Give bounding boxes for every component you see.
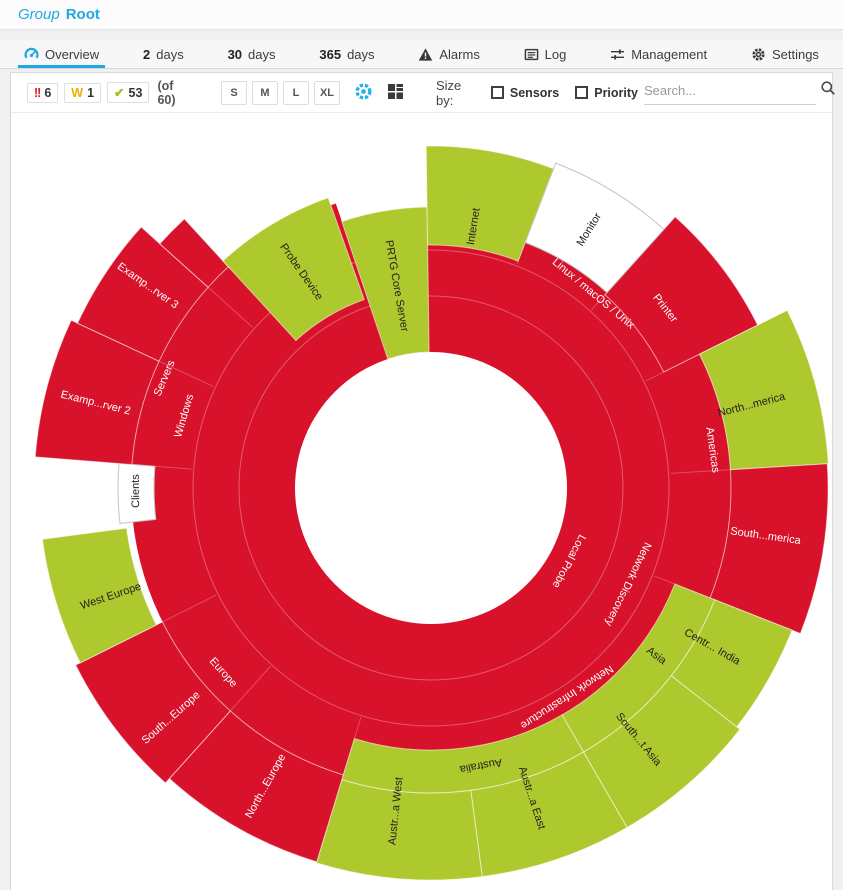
radial-divider-line <box>159 361 214 388</box>
chart-toolbar: !! 6 W 1 ✔ 53 (of 60) S M L XL Siz <box>11 73 835 113</box>
monitor-segment[interactable] <box>524 162 665 294</box>
radial-divider-line <box>670 469 730 474</box>
clients-segment[interactable] <box>117 462 157 524</box>
probe-device-segment[interactable] <box>222 197 365 342</box>
tab-2-days[interactable]: 2 days <box>137 40 190 68</box>
alarm-icon <box>418 47 433 62</box>
treemap-view-icon <box>387 83 404 103</box>
error-count: 6 <box>44 85 52 100</box>
settings-gear-icon <box>751 47 766 62</box>
gauge-icon <box>24 47 39 62</box>
warning-count: 1 <box>87 85 95 100</box>
size-buttons: S M L XL <box>220 80 340 105</box>
tab-settings[interactable]: Settings <box>745 40 825 68</box>
radial-divider-line <box>230 666 271 711</box>
tab-label: days <box>248 46 276 62</box>
ok-count-badge[interactable]: ✔ 53 <box>107 82 150 103</box>
ring-divider-line <box>238 295 624 681</box>
search-icon[interactable] <box>820 80 836 101</box>
internet-label: Internet <box>465 207 483 246</box>
west-europe-segment[interactable] <box>41 527 157 664</box>
checkbox-label: Sensors <box>509 85 560 100</box>
tab-overview[interactable]: Overview <box>18 40 105 68</box>
tab-number: 365 <box>319 46 342 62</box>
tab-bar: Overview 2 days 30 days 365 days Alarms … <box>0 40 843 69</box>
size-by-label: Size by: <box>435 77 462 108</box>
treemap-view-button[interactable] <box>387 83 404 103</box>
tab-alarms[interactable]: Alarms <box>412 40 485 68</box>
radial-divider-line <box>163 594 217 622</box>
warning-icon: W <box>71 85 84 100</box>
sunburst-view-icon <box>354 82 373 104</box>
clients-label: Clients <box>130 474 142 508</box>
checkbox-icon <box>575 86 589 99</box>
tab-label: Alarms <box>439 46 480 62</box>
tab-log[interactable]: Log <box>518 40 573 68</box>
tab-30-days[interactable]: 30 days <box>222 40 282 68</box>
size-m-button[interactable]: M <box>251 80 278 105</box>
sensors-checkbox[interactable]: Sensors <box>490 85 560 100</box>
tab-label: Overview <box>45 46 100 62</box>
tab-label: Settings <box>771 46 819 62</box>
warning-count-badge[interactable]: W 1 <box>64 82 102 103</box>
ok-count: 53 <box>128 85 143 100</box>
size-s-button[interactable]: S <box>220 80 247 105</box>
group-type-label: Group <box>18 6 60 23</box>
background-patch <box>335 186 428 223</box>
search-box <box>644 80 835 105</box>
search-input[interactable] <box>644 83 820 98</box>
tab-365-days[interactable]: 365 days <box>313 40 380 68</box>
error-icon: !! <box>34 85 41 100</box>
tab-number: 30 <box>227 46 243 62</box>
size-xl-button[interactable]: XL <box>313 80 340 105</box>
overview-panel: !! 6 W 1 ✔ 53 (of 60) S M L XL Siz <box>10 72 835 890</box>
ring-divider-line <box>192 249 670 727</box>
tab-label: days <box>347 46 375 62</box>
sunburst-chart: Printer North...merica South...merica Asia C… <box>11 113 832 890</box>
austr-west-segment[interactable] <box>315 779 483 881</box>
tab-label: days <box>156 46 184 62</box>
check-icon: ✔ <box>114 86 125 100</box>
page-header: Group Root <box>0 0 843 30</box>
size-l-button[interactable]: L <box>282 80 309 105</box>
sunburst-view-button[interactable] <box>354 82 373 104</box>
tab-label: Log <box>544 46 567 62</box>
root-center-hole[interactable] <box>295 352 567 624</box>
priority-checkbox[interactable]: Priority <box>575 86 638 100</box>
tab-management[interactable]: Management <box>604 40 713 68</box>
page-title: Root <box>65 6 100 23</box>
checkbox-label: Priority <box>594 85 638 100</box>
tab-number: 2 <box>143 46 151 62</box>
log-icon <box>524 47 539 62</box>
total-count-label: (of 60) <box>157 78 176 107</box>
management-icon <box>610 47 625 62</box>
tab-label: Management <box>631 46 708 62</box>
error-count-badge[interactable]: !! 6 <box>27 82 59 103</box>
radial-divider-line <box>208 287 253 328</box>
checkbox-icon <box>490 86 504 99</box>
